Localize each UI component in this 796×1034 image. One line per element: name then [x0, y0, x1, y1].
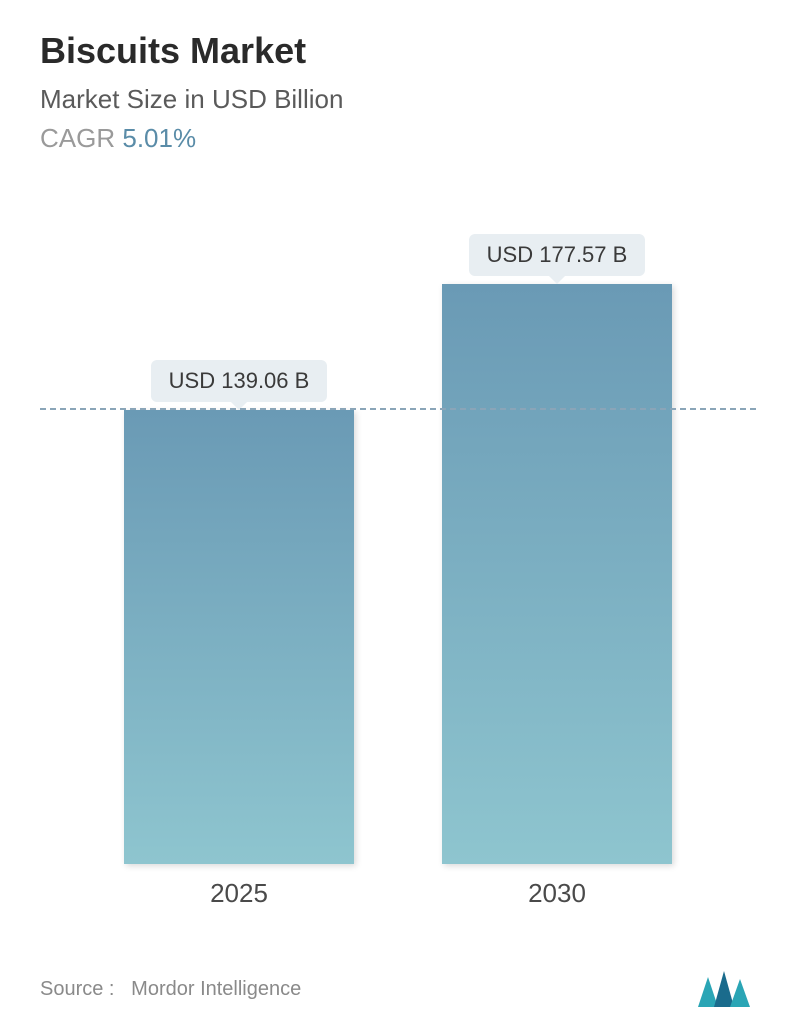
logo-icon	[696, 969, 756, 1009]
footer: Source : Mordor Intelligence	[40, 969, 756, 1009]
cagr-label: CAGR	[40, 123, 115, 153]
cagr-value: 5.01%	[122, 123, 196, 153]
value-badge-2025: USD 139.06 B	[151, 360, 328, 402]
reference-line	[40, 408, 756, 410]
source-text: Source : Mordor Intelligence	[40, 978, 301, 1001]
cagr-line: CAGR 5.01%	[40, 123, 756, 154]
value-badge-2030: USD 177.57 B	[469, 234, 646, 276]
x-label-2025: 2025	[210, 878, 268, 909]
bar-2025	[124, 410, 354, 864]
chart-title: Biscuits Market	[40, 30, 756, 72]
chart-subtitle: Market Size in USD Billion	[40, 84, 756, 115]
source-name: Mordor Intelligence	[131, 978, 301, 1000]
bar-group-2030: USD 177.57 B2030	[442, 234, 672, 864]
bar-group-2025: USD 139.06 B2025	[124, 360, 354, 864]
bar-2030	[442, 284, 672, 864]
x-label-2030: 2030	[528, 878, 586, 909]
source-label: Source :	[40, 978, 114, 1000]
logo	[696, 969, 756, 1009]
bars-container: USD 139.06 B2025 USD 177.57 B2030	[40, 194, 756, 864]
chart-area: USD 139.06 B2025USD 177.57 B2030	[40, 194, 756, 914]
